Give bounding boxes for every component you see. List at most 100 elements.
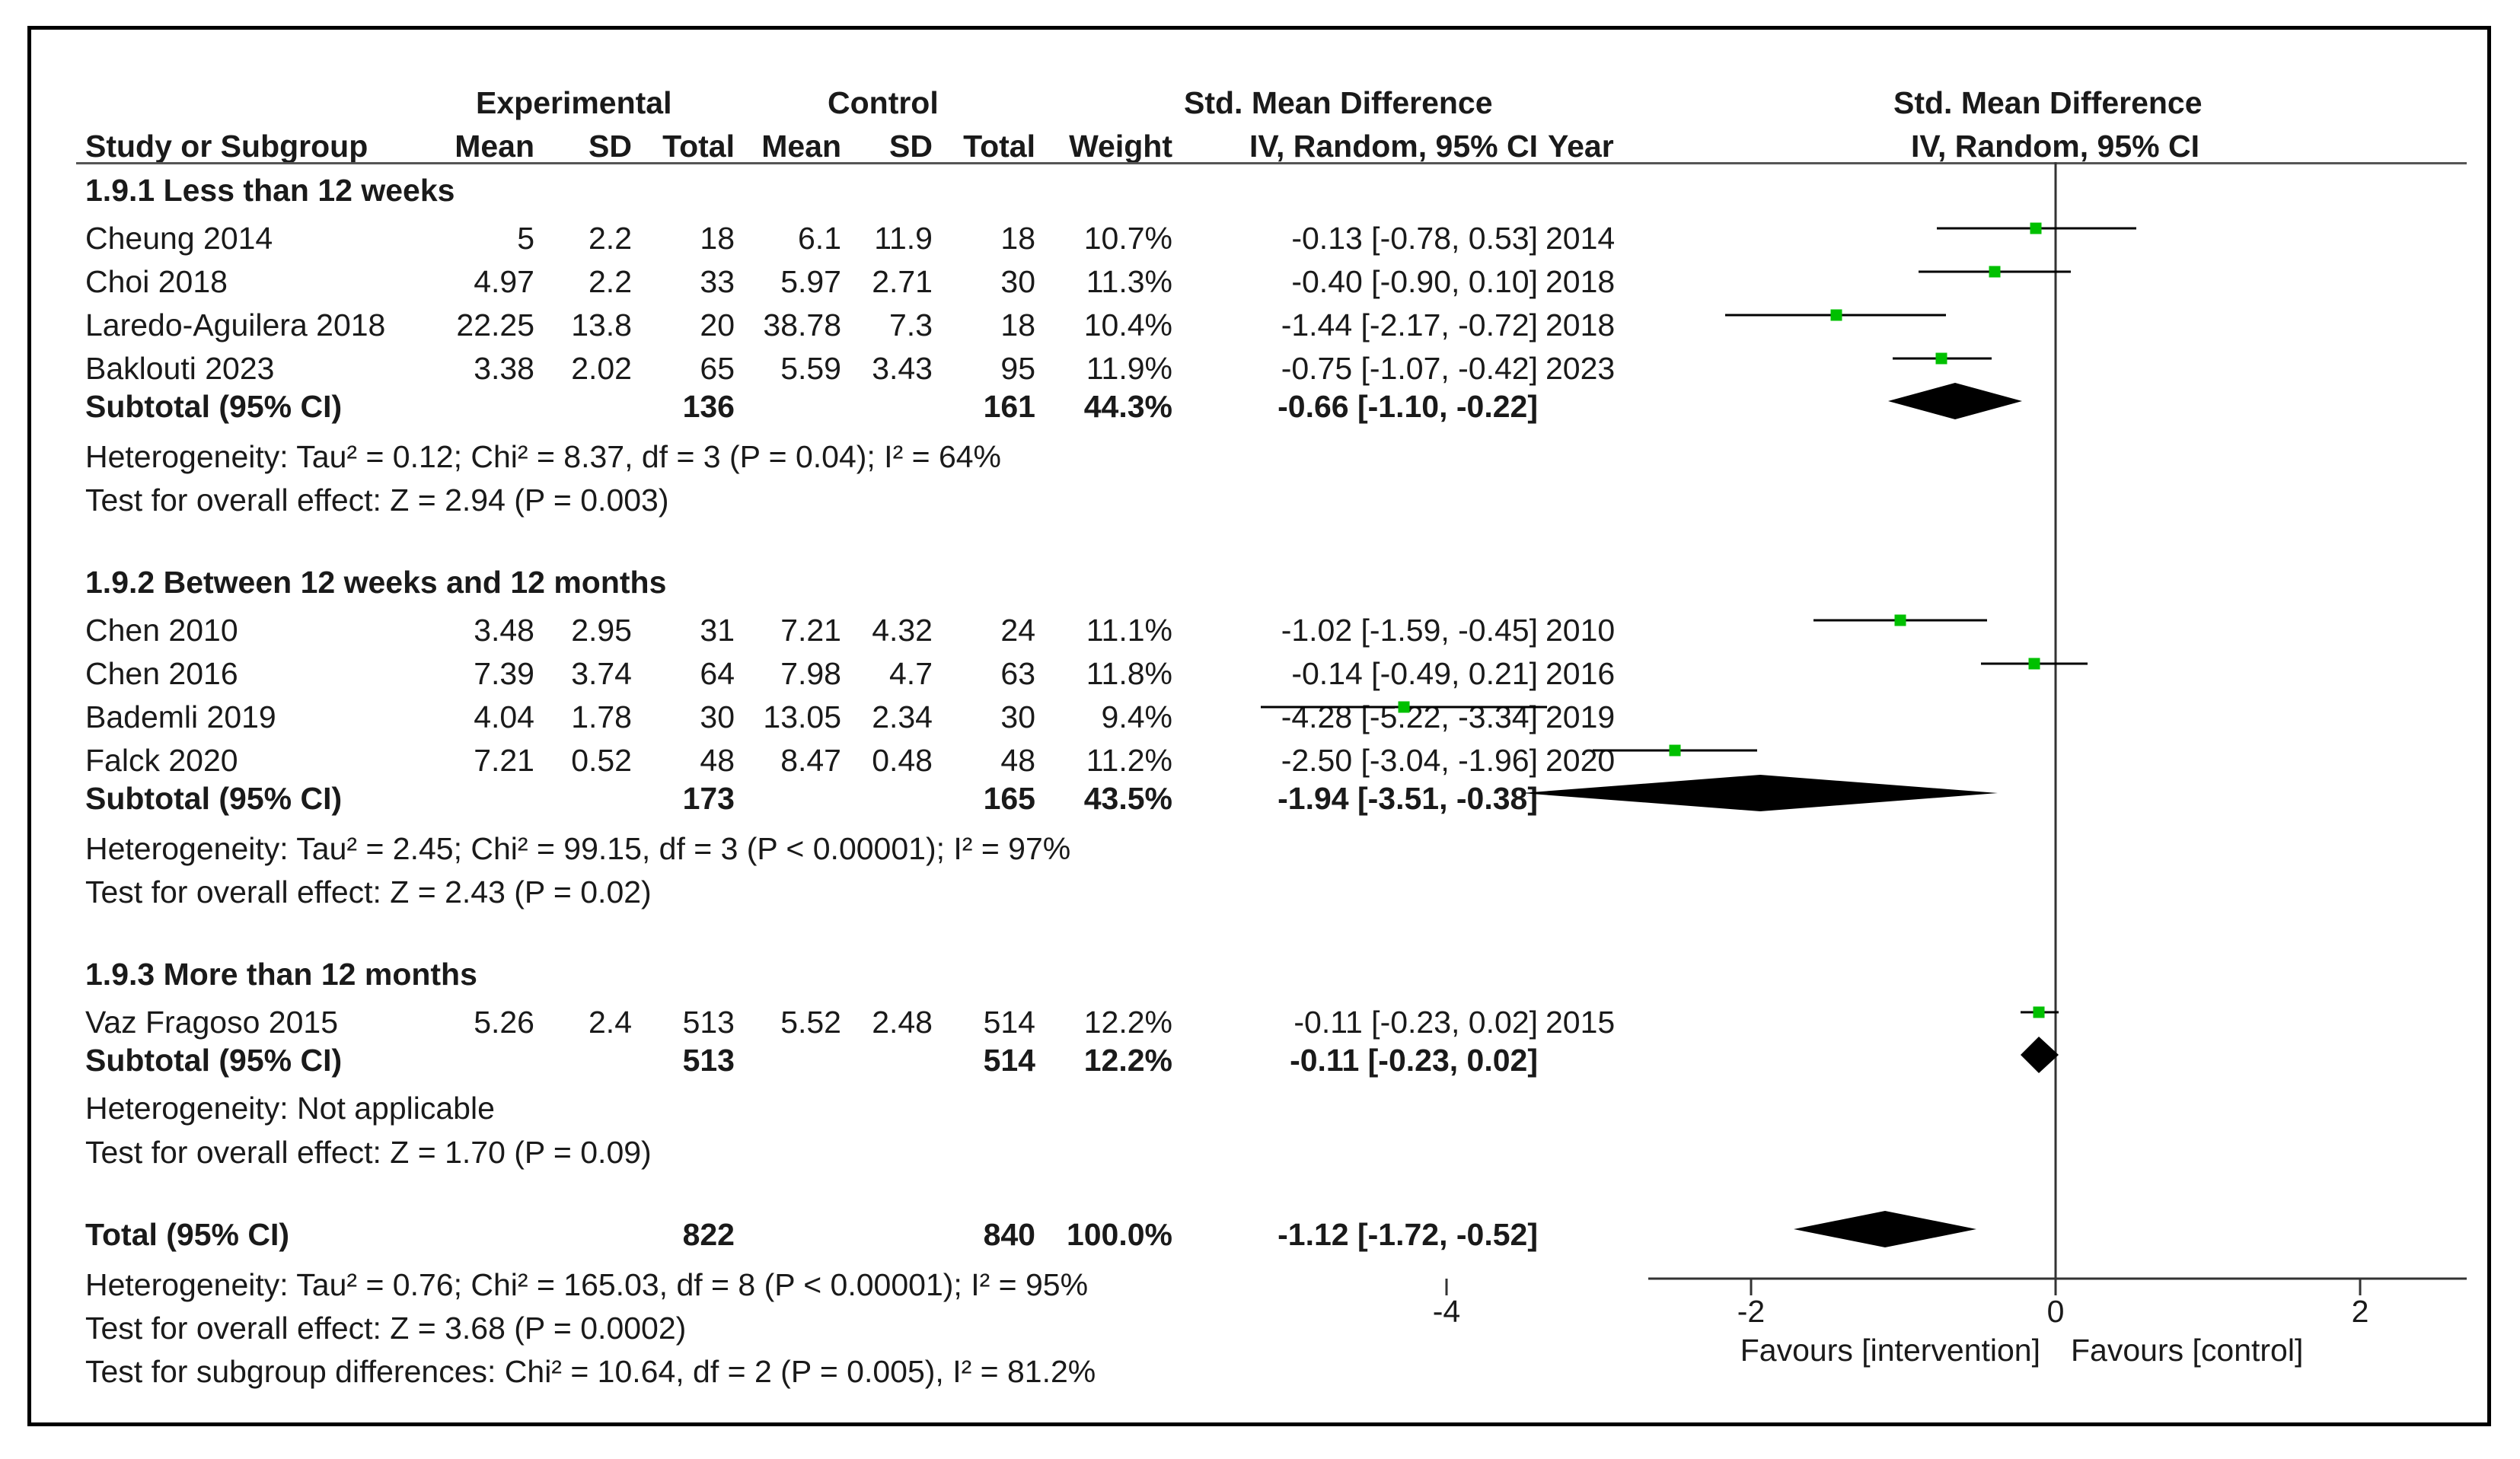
total-label: Total (95% CI) [85,1217,290,1252]
pooled-effect-diamond [1888,383,2022,419]
study-et-cell: 18 [700,221,735,256]
overall-effect-text: Test for overall effect: Z = 1.70 (P = 0… [85,1135,652,1170]
study-year: 2019 [1545,699,1616,734]
pooled-effect-diamond [1521,775,1998,811]
study-ct-cell: 24 [1000,613,1035,648]
study-em-cell: 3.48 [474,613,534,648]
study-year: 2010 [1545,613,1616,648]
study-ci-cell: -1.02 [-1.59, -0.45] [1281,613,1538,648]
study-et-cell: 513 [682,1005,735,1040]
study-csd-cell: 2.48 [872,1005,933,1040]
study-name: Chen 2010 [85,613,238,648]
study-cm-cell: 6.1 [798,221,841,256]
study-et-cell: 65 [700,351,735,386]
study-cm-cell: 13.05 [763,699,841,734]
study-et-cell: 31 [700,613,735,648]
study-effect-marker [2033,1006,2045,1018]
subgroup-title: 1.9.3 More than 12 months [85,957,477,992]
study-ci-cell: -0.13 [-0.78, 0.53] [1291,221,1538,256]
study-esd-cell: 2.02 [571,351,632,386]
study-em-cell: 4.97 [474,264,534,299]
study-effect-marker [1894,614,1906,626]
subtotal-ctl-total: 161 [983,389,1035,424]
subtotal-exp-total: 173 [682,781,735,816]
study-ct-cell: 48 [1000,743,1035,778]
study-csd-cell: 0.48 [872,743,933,778]
pooled-effect-diamond [2021,1037,2059,1073]
total-ci: -1.12 [-1.72, -0.52] [1278,1217,1538,1252]
study-em-cell: 7.39 [474,656,534,691]
subgroup-title: 1.9.1 Less than 12 weeks [85,173,455,208]
study-effect-marker [1935,352,1947,365]
x-tick-label: -4 [1433,1294,1460,1329]
study-name: Choi 2018 [85,264,228,299]
study-w-cell: 11.1% [1086,613,1172,648]
subtotal-exp-total: 513 [682,1043,735,1078]
total-weight: 100.0% [1066,1217,1172,1252]
subtotal-weight: 12.2% [1083,1043,1172,1078]
smd-header-right: Std. Mean Difference [1893,85,2203,120]
exp-sd-header: SD [589,129,632,164]
overall-effect-text: Test for overall effect: Z = 2.94 (P = 0… [85,483,669,518]
year-header: Year [1548,129,1614,164]
exp-mean-header: Mean [455,129,534,164]
study-effect-marker [1669,744,1681,757]
study-cm-cell: 8.47 [780,743,841,778]
study-ci-cell: -0.11 [-0.23, 0.02] [1293,1005,1538,1040]
study-em-cell: 3.38 [474,351,534,386]
subtotal-ci: -1.94 [-3.51, -0.38] [1278,781,1538,816]
heterogeneity-text: Heterogeneity: Tau² = 0.12; Chi² = 8.37,… [85,439,1002,474]
method-header-right: IV, Random, 95% CI [1911,129,2199,164]
study-name: Baklouti 2023 [85,351,275,386]
study-cm-cell: 7.98 [780,656,841,691]
study-cm-cell: 38.78 [763,307,841,342]
study-ct-cell: 63 [1000,656,1035,691]
study-et-cell: 30 [700,699,735,734]
total-overall-effect: Test for overall effect: Z = 3.68 (P = 0… [85,1311,687,1346]
subtotal-ctl-total: 514 [983,1043,1035,1078]
total-exp-total: 822 [682,1217,735,1252]
study-et-cell: 20 [700,307,735,342]
study-ct-cell: 514 [983,1005,1035,1040]
study-w-cell: 11.9% [1086,351,1172,386]
study-esd-cell: 2.2 [589,221,632,256]
study-csd-cell: 11.9 [874,221,933,256]
study-ct-cell: 18 [1000,307,1035,342]
favours-intervention-label: Favours [intervention] [1740,1333,2040,1368]
study-ci-cell: -0.40 [-0.90, 0.10] [1291,264,1538,299]
study-name: Chen 2016 [85,656,238,691]
study-ct-cell: 30 [1000,264,1035,299]
study-cm-cell: 5.59 [780,351,841,386]
study-em-cell: 7.21 [474,743,534,778]
study-et-cell: 64 [700,656,735,691]
overall-effect-text: Test for overall effect: Z = 2.43 (P = 0… [85,874,652,909]
study-esd-cell: 2.4 [589,1005,632,1040]
study-w-cell: 10.7% [1083,221,1172,256]
study-csd-cell: 2.71 [872,264,933,299]
experimental-header: Experimental [476,85,672,120]
study-csd-cell: 4.32 [872,613,933,648]
study-csd-cell: 2.34 [872,699,933,734]
study-column-header: Study or Subgroup [85,129,368,164]
ctl-mean-header: Mean [761,129,841,164]
study-cm-cell: 5.97 [780,264,841,299]
study-ci-cell: -0.14 [-0.49, 0.21] [1291,656,1538,691]
study-w-cell: 11.2% [1086,743,1172,778]
study-ci-cell: -2.50 [-3.04, -1.96] [1281,743,1538,778]
heterogeneity-text: Heterogeneity: Tau² = 2.45; Chi² = 99.15… [85,831,1071,866]
study-w-cell: 11.3% [1086,264,1172,299]
subtotal-label: Subtotal (95% CI) [85,389,343,424]
study-esd-cell: 2.2 [589,264,632,299]
subtotal-label: Subtotal (95% CI) [85,781,343,816]
x-tick-label: 0 [2047,1294,2065,1329]
study-name: Cheung 2014 [85,221,273,256]
study-cm-cell: 7.21 [780,613,841,648]
study-et-cell: 33 [700,264,735,299]
subtotal-label: Subtotal (95% CI) [85,1043,343,1078]
heterogeneity-text: Heterogeneity: Not applicable [85,1091,495,1126]
study-esd-cell: 1.78 [571,699,632,734]
study-year: 2018 [1545,307,1616,342]
subgroup-title: 1.9.2 Between 12 weeks and 12 months [85,565,667,600]
study-effect-marker [1398,701,1410,713]
method-header-left: IV, Random, 95% CI [1249,129,1538,164]
